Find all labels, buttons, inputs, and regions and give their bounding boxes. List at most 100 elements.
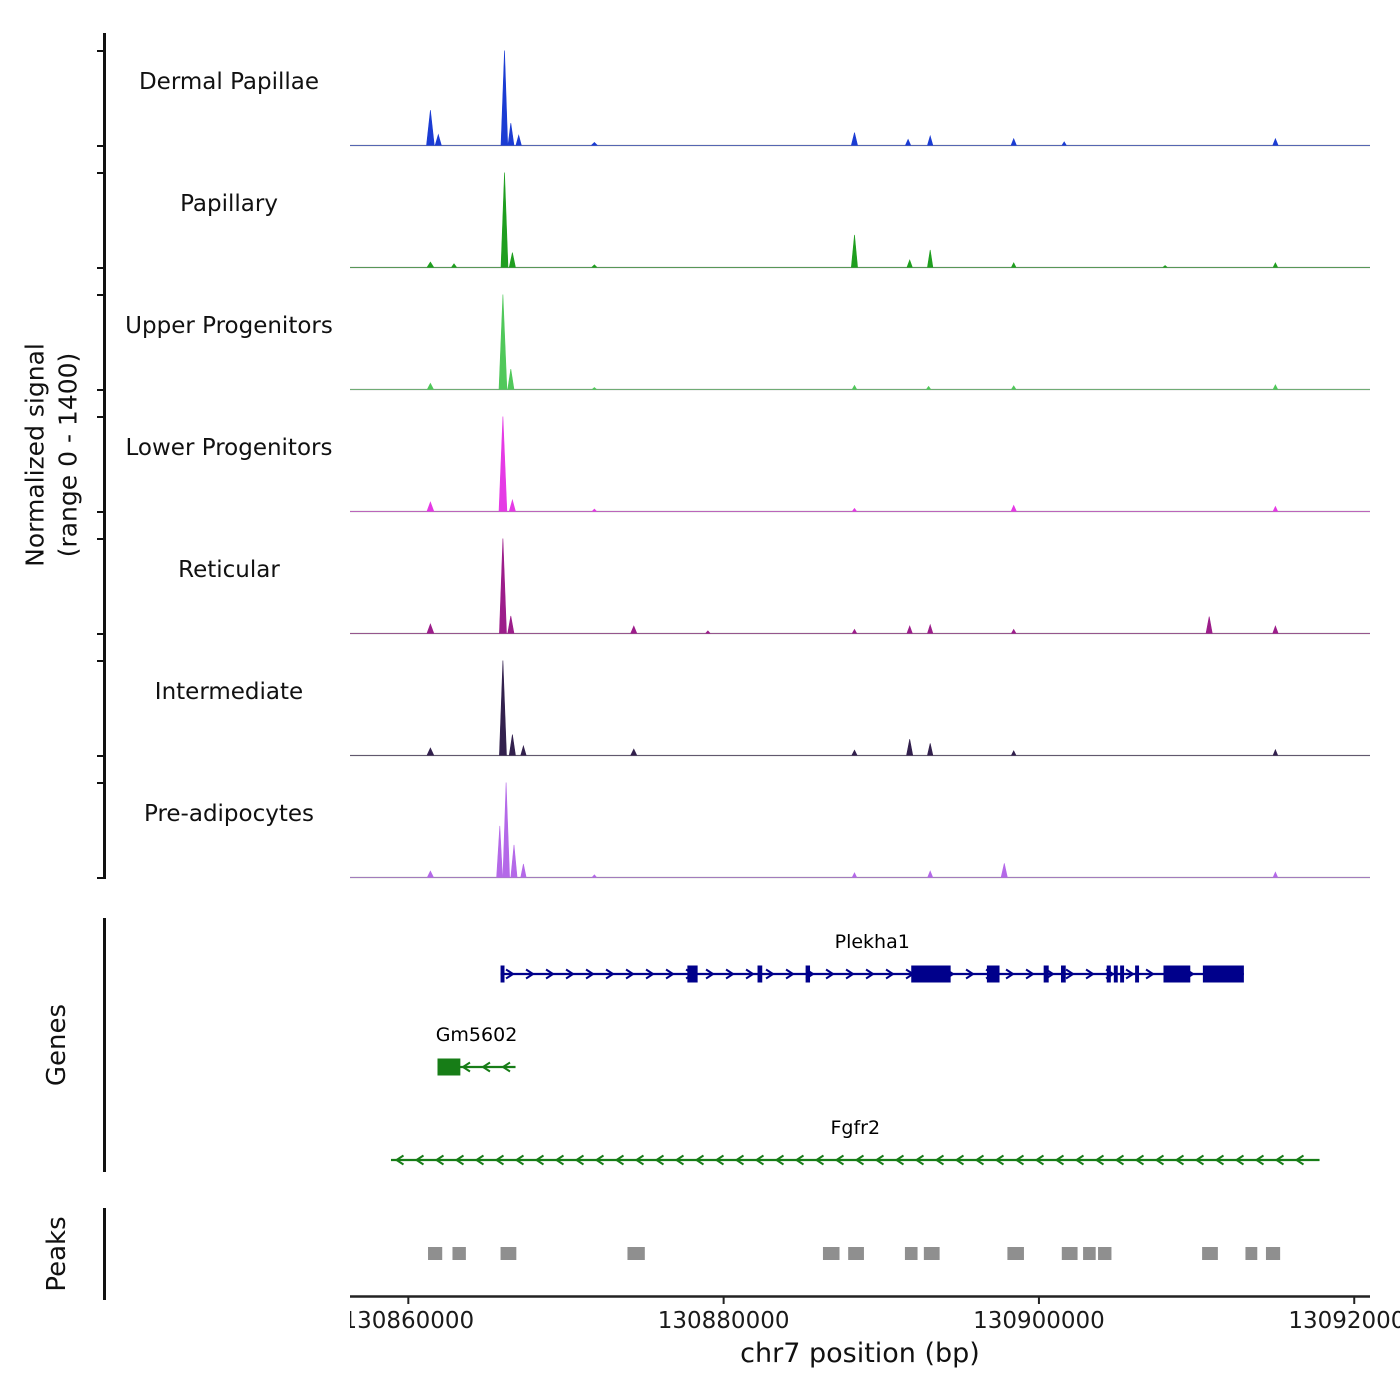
strand-arrow-icon	[414, 1154, 425, 1166]
strand-arrow-icon	[1125, 968, 1135, 980]
signal-track-pre-adipocytes: Pre-adipocytes	[0, 757, 1400, 879]
y-axis-tick	[97, 782, 104, 784]
gene-model-plekha1: Plekha1	[500, 932, 1244, 983]
peak-box	[1265, 1247, 1281, 1260]
x-axis-svg: 130860000 130880000 130900000 130920000	[350, 1295, 1400, 1334]
x-tick-label: 130920000	[1288, 1308, 1400, 1334]
y-axis-tick	[97, 660, 104, 662]
strand-arrow-icon	[1085, 968, 1095, 980]
strand-arrow-icon	[514, 1154, 525, 1166]
exon-box	[1120, 965, 1125, 983]
strand-arrow-icon	[894, 1154, 905, 1166]
strand-arrow-icon	[614, 1154, 625, 1166]
strand-arrow-icon	[865, 968, 875, 980]
exon-box	[1061, 965, 1066, 983]
gene-model-fgfr2: Fgfr2	[390, 1118, 1320, 1166]
strand-arrow-icon	[665, 968, 675, 980]
y-axis-tick	[97, 755, 104, 757]
y-axis-tick	[97, 633, 104, 635]
strand-arrow-icon	[654, 1154, 665, 1166]
x-tick-label: 130860000	[350, 1308, 474, 1334]
strand-arrow-icon	[1174, 1154, 1185, 1166]
strand-arrow-icon	[814, 1154, 825, 1166]
exon-box	[1135, 965, 1140, 983]
track-label: Lower Progenitors	[125, 435, 333, 461]
peak-box	[848, 1247, 864, 1260]
exon-box	[911, 965, 951, 983]
strand-arrow-icon	[854, 1154, 865, 1166]
y-axis-tick	[97, 511, 104, 513]
signal-track-upper-progenitors: Upper Progenitors	[0, 269, 1400, 391]
strand-arrow-icon	[974, 1154, 985, 1166]
strand-arrow-icon	[554, 1154, 565, 1166]
x-tick-label: 130880000	[658, 1308, 790, 1334]
x-tick-label: 130900000	[973, 1308, 1105, 1334]
strand-arrow-icon	[845, 968, 855, 980]
peak-box	[1245, 1247, 1258, 1260]
exon-box	[986, 965, 1000, 983]
strand-arrow-icon	[1065, 968, 1075, 980]
exon-box	[1163, 965, 1191, 983]
y-axis-tick	[97, 538, 104, 540]
y-axis-tick	[97, 877, 104, 879]
strand-arrow-icon	[745, 968, 755, 980]
strand-arrow-icon	[645, 968, 655, 980]
strand-arrow-icon	[481, 1061, 491, 1073]
signal-track-papillary: Papillary	[0, 147, 1400, 269]
peak-box	[428, 1247, 443, 1260]
genes-section-label: Genes	[42, 1003, 72, 1087]
track-label: Papillary	[180, 191, 278, 217]
exon-box	[1113, 965, 1118, 983]
strand-arrow-icon	[765, 968, 775, 980]
y-axis-tick	[97, 389, 104, 391]
y-axis-tick	[97, 145, 104, 147]
strand-arrow-icon	[545, 968, 555, 980]
strand-arrow-icon	[1274, 1154, 1285, 1166]
y-axis-tick	[97, 267, 104, 269]
strand-arrow-icon	[534, 1154, 545, 1166]
strand-arrow-icon	[705, 968, 715, 980]
strand-arrow-icon	[914, 1154, 925, 1166]
genes-axis-spine	[103, 918, 106, 1172]
strand-arrow-icon	[934, 1154, 945, 1166]
strand-arrow-icon	[1054, 1154, 1065, 1166]
strand-arrow-icon	[434, 1154, 445, 1166]
gene-label: Plekha1	[835, 932, 910, 953]
strand-arrow-icon	[461, 1061, 471, 1073]
strand-arrow-icon	[725, 968, 735, 980]
strand-arrow-icon	[1094, 1154, 1105, 1166]
track-label: Pre-adipocytes	[143, 801, 315, 827]
strand-arrow-icon	[634, 1154, 645, 1166]
strand-arrow-icon	[965, 968, 975, 980]
strand-arrow-icon	[785, 968, 795, 980]
strand-arrow-icon	[1114, 1154, 1125, 1166]
strand-arrow-icon	[714, 1154, 725, 1166]
strand-arrow-icon	[474, 1154, 485, 1166]
signal-track-lower-progenitors: Lower Progenitors	[0, 391, 1400, 513]
track-plot-reticular	[350, 538, 1370, 635]
strand-arrow-icon	[625, 968, 635, 980]
peak-box	[904, 1247, 918, 1260]
exon-box	[1202, 965, 1244, 983]
gene-label: Fgfr2	[830, 1118, 880, 1139]
strand-arrow-icon	[874, 1154, 885, 1166]
strand-arrow-icon	[525, 968, 535, 980]
track-plot-pre-adipocytes	[350, 782, 1370, 879]
y-axis-tick	[97, 294, 104, 296]
strand-arrow-icon	[505, 968, 515, 980]
strand-arrow-icon	[1214, 1154, 1225, 1166]
signal-area	[350, 660, 1370, 756]
peaks-axis-spine	[103, 1208, 106, 1300]
signal-area	[350, 294, 1370, 390]
exon-box	[500, 965, 505, 983]
signal-area	[350, 50, 1370, 146]
strand-arrow-icon	[1194, 1154, 1205, 1166]
strand-arrow-icon	[454, 1154, 465, 1166]
peak-box	[1202, 1247, 1218, 1260]
gene-model-gm5602: Gm5602	[436, 1025, 517, 1076]
track-plot-upper-progenitors	[350, 294, 1370, 391]
track-plot-papillary	[350, 172, 1370, 269]
peak-box	[1098, 1247, 1112, 1260]
strand-arrow-icon	[1134, 1154, 1145, 1166]
